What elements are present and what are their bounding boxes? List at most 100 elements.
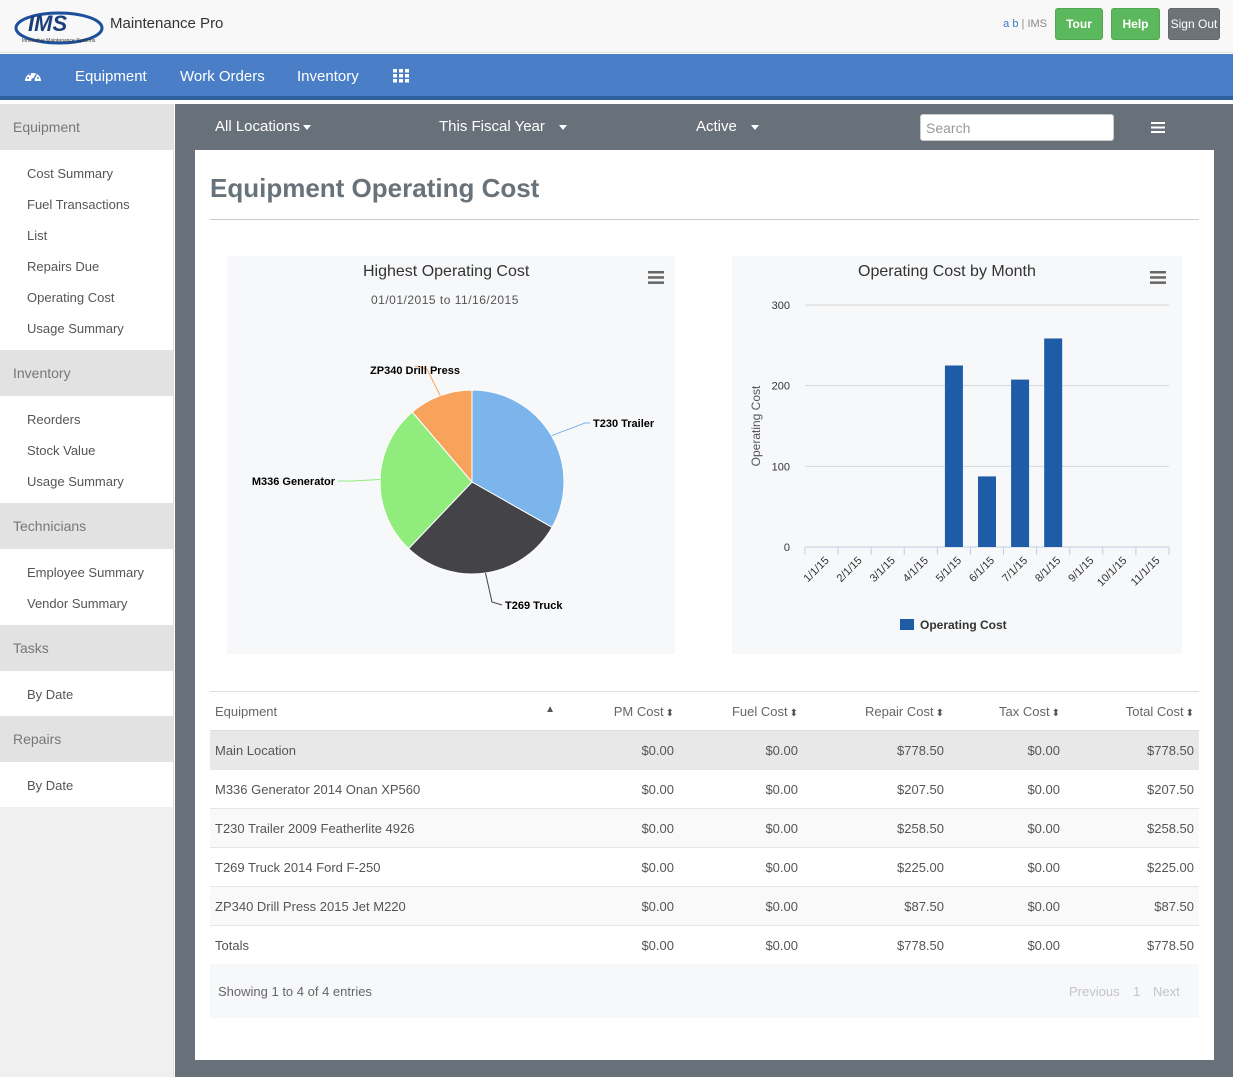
table-row[interactable]: T269 Truck 2014 Ford F-250 $0.00 $0.00 $… [210, 847, 1199, 887]
pie-connector-line [485, 572, 503, 606]
column-label: Equipment [215, 703, 278, 719]
table-cell: $87.50 [803, 886, 949, 926]
table-cell: $0.00 [949, 886, 1065, 926]
pie-data-label: M336 Generator [252, 476, 336, 488]
sort-icon: ⬍ [1185, 707, 1194, 719]
pagination-next[interactable]: Next [1153, 984, 1180, 999]
sidebar-item-tasks-by-date[interactable]: By Date [27, 687, 74, 702]
nav-inventory[interactable]: Inventory [297, 68, 359, 85]
page-title: Equipment Operating Cost [210, 173, 540, 203]
pie-connector-line [551, 422, 590, 437]
pie-connector-line [414, 365, 441, 396]
nav-work-orders[interactable]: Work Orders [180, 68, 265, 85]
user-initials-link[interactable]: a b [1003, 18, 1019, 30]
search-input[interactable] [920, 114, 1114, 141]
status-filter-dropdown[interactable]: Active [696, 118, 759, 135]
column-label: Total Cost [1125, 703, 1184, 719]
caret-down-icon [303, 124, 312, 130]
bar[interactable] [978, 476, 996, 547]
sidebar-group-tasks: By Date [0, 671, 173, 716]
legend-swatch[interactable] [900, 619, 914, 630]
column-header-tax-cost[interactable]: Tax Cost ⬍ [949, 691, 1065, 731]
sidebar-item-list[interactable]: List [27, 228, 48, 243]
sidebar-item-vendor-summary[interactable]: Vendor Summary [27, 596, 128, 611]
sidebar-section-technicians[interactable]: Technicians [0, 503, 173, 549]
x-tick-label: 2/1/15 [835, 555, 865, 585]
pie-slice[interactable] [411, 389, 473, 484]
table-cell: $778.50 [1065, 925, 1199, 965]
table-cell: M336 Generator 2014 Onan XP560 [210, 769, 565, 809]
bar[interactable] [944, 365, 963, 548]
column-header-total-cost[interactable]: Total Cost ⬍ [1065, 691, 1199, 731]
bar-chart-title: Operating Cost by Month [858, 263, 1036, 280]
sidebar-item-repairs-by-date[interactable]: By Date [27, 778, 74, 793]
chart-menu-icon[interactable] [1150, 271, 1166, 284]
pagination-previous[interactable]: Previous [1069, 984, 1120, 999]
sidebar-item-employee-summary[interactable]: Employee Summary [27, 565, 145, 580]
x-tick-label: 7/1/15 [1000, 555, 1030, 585]
sidebar-section-equipment[interactable]: Equipment [0, 104, 173, 150]
apps-grid-icon[interactable] [393, 69, 409, 83]
table-row[interactable]: M336 Generator 2014 Onan XP560 $0.00 $0.… [210, 769, 1199, 809]
table-cell: $225.00 [803, 847, 949, 887]
sidebar-group-technicians: Employee Summary Vendor Summary [0, 549, 173, 625]
y-tick-label: 0 [784, 542, 790, 554]
table-row[interactable]: T230 Trailer 2009 Featherlite 4926 $0.00… [210, 808, 1199, 848]
entries-info: Showing 1 to 4 of 4 entries [218, 984, 372, 999]
bar[interactable] [1011, 379, 1030, 547]
bar[interactable] [1044, 338, 1063, 547]
sidebar-item-inventory-usage-summary[interactable]: Usage Summary [27, 474, 124, 489]
sort-icon: ⬍ [665, 707, 674, 719]
column-header-fuel-cost[interactable]: Fuel Cost ⬍ [679, 691, 803, 731]
hamburger-menu-icon[interactable] [1151, 122, 1165, 133]
nav-equipment[interactable]: Equipment [75, 68, 147, 85]
tour-button[interactable]: Tour [1055, 8, 1103, 40]
table-header-row: Equipment ▲ PM Cost ⬍ Fuel Cost ⬍ Repair Co… [210, 691, 1199, 731]
sidebar-item-operating-cost[interactable]: Operating Cost [27, 290, 115, 305]
pie-connector-line [338, 478, 381, 482]
sidebar-group-equipment: Cost Summary Fuel Transactions List Repa… [0, 150, 173, 350]
sidebar-item-reorders[interactable]: Reorders [27, 412, 81, 427]
table-cell: T269 Truck 2014 Ford F-250 [210, 847, 565, 887]
pie-slice[interactable] [407, 481, 553, 575]
period-filter-dropdown[interactable]: This Fiscal Year [439, 118, 567, 135]
chart-menu-icon[interactable] [648, 271, 664, 284]
column-label: Repair Cost [864, 703, 934, 719]
table-cell: $0.00 [679, 886, 803, 926]
sidebar-section-tasks[interactable]: Tasks [0, 625, 173, 671]
pie-slice[interactable] [471, 389, 565, 529]
table-cell: $778.50 [803, 925, 949, 965]
column-header-equipment[interactable]: Equipment ▲ [210, 691, 565, 731]
ims-logo[interactable]: IMS Innovative Maintenance Systems [14, 4, 104, 48]
sidebar-section-repairs[interactable]: Repairs [0, 716, 173, 762]
table-cell: $225.00 [1065, 847, 1199, 887]
logo-text: IMS [28, 11, 67, 36]
sidebar-item-cost-summary[interactable]: Cost Summary [27, 166, 113, 181]
sidebar-item-usage-summary[interactable]: Usage Summary [27, 321, 124, 336]
legend-label[interactable]: Operating Cost [920, 618, 1007, 632]
table-cell: $778.50 [803, 730, 949, 770]
dashboard-icon[interactable] [24, 68, 42, 84]
user-company: IMS [1027, 18, 1047, 30]
table-row[interactable]: ZP340 Drill Press 2015 Jet M220 $0.00 $0… [210, 886, 1199, 926]
location-filter-dropdown[interactable]: All Locations [215, 118, 312, 135]
column-label: Tax Cost [999, 703, 1050, 719]
table-cell: $0.00 [565, 925, 679, 965]
column-header-repair-cost[interactable]: Repair Cost ⬍ [803, 691, 949, 731]
pagination-page-1[interactable]: 1 [1133, 984, 1141, 999]
help-button[interactable]: Help [1111, 8, 1160, 40]
y-tick-label: 300 [772, 300, 790, 312]
user-separator: | [1021, 18, 1025, 30]
pie-data-label: T269 Truck [505, 600, 563, 612]
sidebar-section-inventory[interactable]: Inventory [0, 350, 173, 396]
sidebar-item-fuel-transactions[interactable]: Fuel Transactions [27, 197, 130, 212]
pie-data-label: T230 Trailer [593, 418, 655, 430]
sidebar-item-stock-value[interactable]: Stock Value [27, 443, 96, 458]
period-filter-label: This Fiscal Year [439, 118, 545, 135]
sidebar-item-repairs-due[interactable]: Repairs Due [27, 259, 100, 274]
table-cell: $0.00 [565, 808, 679, 848]
sign-out-button[interactable]: Sign Out [1168, 8, 1220, 40]
sidebar-group-inventory: Reorders Stock Value Usage Summary [0, 396, 173, 503]
table-group-row[interactable]: Main Location $0.00 $0.00 $778.50 $0.00 … [210, 730, 1199, 770]
column-header-pm-cost[interactable]: PM Cost ⬍ [565, 691, 679, 731]
